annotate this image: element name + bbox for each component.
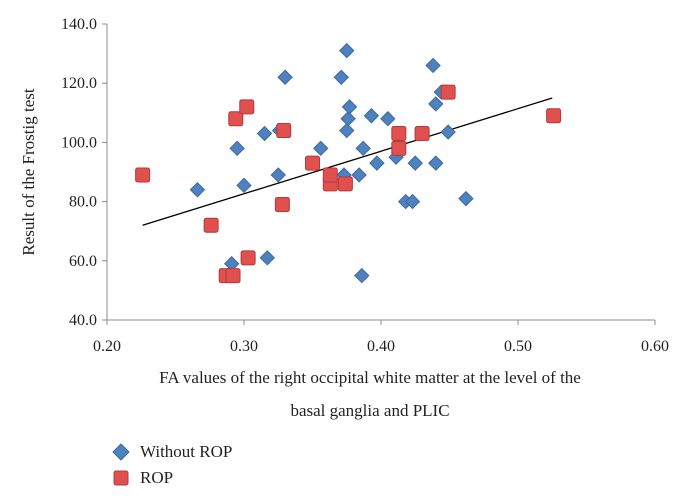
data-point-without-rop [428, 96, 444, 112]
data-point-without-rop [339, 42, 355, 59]
data-point-without-rop [333, 69, 349, 85]
x-tick-labels: 0.20 0.30 0.40 0.50 0.60 [93, 338, 669, 355]
data-point-without-rop [270, 167, 286, 183]
data-point-without-rop [440, 124, 456, 140]
data-point-without-rop [259, 250, 275, 266]
trendline [142, 97, 553, 226]
diamond-marker-icon [110, 441, 132, 463]
data-point-rop [225, 268, 241, 284]
data-point-without-rop [339, 122, 355, 139]
data-point-rop [414, 126, 430, 142]
y-axis-label: Result of the Frostig test [19, 88, 38, 255]
data-point-rop [391, 140, 407, 156]
x-axis-label: FA values of the right occipital white m… [80, 368, 660, 421]
x-tick-label: 0.20 [93, 338, 121, 355]
y-tick-label: 60.0 [69, 253, 97, 270]
legend-label-rop: ROP [140, 468, 174, 487]
data-point-without-rop [369, 155, 385, 171]
data-point-without-rop [189, 182, 206, 198]
data-point-without-rop [277, 69, 293, 85]
y-tick-label: 80.0 [69, 194, 97, 211]
data-point-without-rop [407, 155, 423, 171]
data-point-without-rop [351, 167, 367, 183]
y-tick-labels: 40.0 60.0 80.0 100.0 120.0 140.0 [61, 16, 97, 329]
data-point-without-rop [355, 140, 371, 157]
legend-label-without-rop: Without ROP [140, 442, 233, 461]
data-point-without-rop [354, 267, 370, 284]
x-axis-label-line-2: basal ganglia and PLIC [290, 401, 450, 420]
data-point-rop [337, 176, 353, 192]
data-points [135, 42, 562, 284]
data-point-without-rop [404, 193, 421, 210]
data-point-without-rop [341, 99, 358, 115]
data-point-without-rop [236, 177, 252, 194]
y-tick-label: 120.0 [61, 75, 97, 92]
legend-item-without-rop: Without ROP [110, 441, 232, 463]
data-point-without-rop [458, 190, 474, 207]
square-marker-icon [110, 467, 132, 489]
x-axis-label-line-1: FA values of the right occipital white m… [159, 368, 581, 387]
data-point-rop [203, 217, 219, 233]
data-point-rop [276, 123, 292, 139]
data-point-without-rop [340, 111, 356, 127]
trendline-layer [142, 97, 553, 226]
data-point-without-rop [256, 125, 273, 142]
x-tick-label: 0.30 [230, 338, 258, 355]
data-point-rop [239, 99, 255, 115]
data-point-rop [546, 108, 562, 124]
data-point-rop [240, 250, 256, 266]
data-point-rop [391, 126, 407, 142]
data-point-rop [322, 167, 338, 183]
legend-item-rop: ROP [110, 467, 173, 489]
y-tick-label: 40.0 [69, 312, 97, 329]
data-point-without-rop [229, 140, 245, 157]
data-point-without-rop [428, 155, 444, 171]
data-point-rop [305, 155, 320, 171]
x-tick-label: 0.40 [367, 338, 395, 355]
data-point-without-rop [380, 111, 396, 127]
x-tick-label: 0.50 [504, 338, 532, 355]
data-point-without-rop [313, 140, 329, 157]
data-point-rop [274, 197, 290, 213]
x-tick-label: 0.60 [641, 338, 669, 355]
data-point-rop [228, 111, 244, 127]
data-point-rop [135, 167, 151, 183]
y-tick-label: 100.0 [61, 134, 97, 151]
y-tick-label: 140.0 [61, 16, 97, 33]
data-point-without-rop [363, 108, 380, 124]
data-point-without-rop [425, 57, 441, 74]
data-point-rop [440, 84, 456, 100]
axes [102, 23, 656, 325]
